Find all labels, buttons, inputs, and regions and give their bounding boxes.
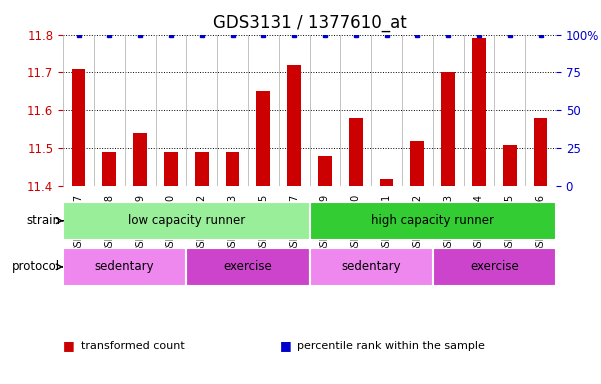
- Bar: [402, 35, 433, 186]
- Bar: [94, 35, 125, 186]
- Bar: [310, 202, 556, 240]
- Bar: [217, 35, 248, 186]
- Bar: [503, 144, 517, 186]
- Bar: [310, 248, 433, 286]
- Bar: [156, 35, 186, 186]
- Text: protocol: protocol: [12, 260, 60, 273]
- Text: low capacity runner: low capacity runner: [127, 214, 245, 227]
- Text: exercise: exercise: [224, 260, 272, 273]
- Bar: [310, 35, 340, 186]
- Text: transformed count: transformed count: [81, 341, 185, 351]
- Bar: [63, 202, 310, 240]
- Text: strain: strain: [26, 214, 60, 227]
- Text: sedentary: sedentary: [341, 260, 401, 273]
- Bar: [287, 65, 301, 186]
- Bar: [340, 35, 371, 186]
- Bar: [495, 35, 525, 186]
- Bar: [371, 35, 402, 186]
- Bar: [472, 38, 486, 186]
- Bar: [534, 118, 548, 186]
- Bar: [257, 91, 270, 186]
- Bar: [195, 152, 209, 186]
- Text: percentile rank within the sample: percentile rank within the sample: [297, 341, 486, 351]
- Bar: [349, 118, 362, 186]
- Bar: [225, 152, 239, 186]
- Bar: [279, 35, 310, 186]
- Bar: [63, 248, 186, 286]
- Bar: [133, 133, 147, 186]
- Bar: [525, 35, 556, 186]
- Bar: [380, 179, 394, 186]
- Bar: [63, 35, 94, 186]
- Bar: [72, 69, 85, 186]
- Bar: [463, 35, 495, 186]
- Text: ■: ■: [63, 339, 75, 352]
- Bar: [164, 152, 178, 186]
- Text: high capacity runner: high capacity runner: [371, 214, 494, 227]
- Title: GDS3131 / 1377610_at: GDS3131 / 1377610_at: [213, 14, 406, 32]
- Bar: [318, 156, 332, 186]
- Bar: [433, 35, 463, 186]
- Text: ■: ■: [279, 339, 291, 352]
- Bar: [410, 141, 424, 186]
- Text: exercise: exercise: [470, 260, 519, 273]
- Bar: [102, 152, 116, 186]
- Text: sedentary: sedentary: [95, 260, 154, 273]
- Bar: [248, 35, 279, 186]
- Bar: [441, 73, 455, 186]
- Bar: [433, 248, 556, 286]
- Bar: [186, 35, 217, 186]
- Bar: [125, 35, 156, 186]
- Bar: [186, 248, 310, 286]
